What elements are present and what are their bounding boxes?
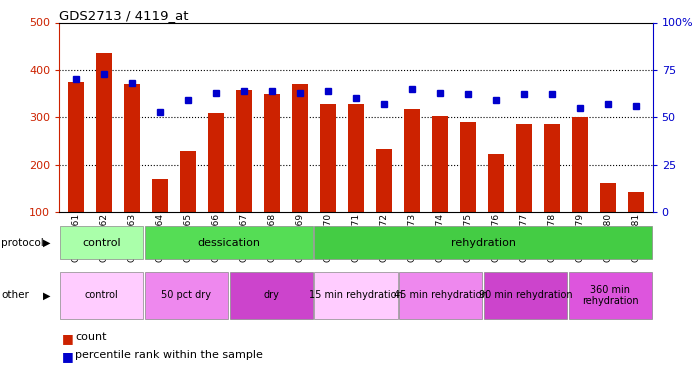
Text: percentile rank within the sample: percentile rank within the sample (75, 350, 263, 360)
Text: GDS2713 / 4119_at: GDS2713 / 4119_at (59, 9, 189, 22)
Bar (314, 226, 652, 259)
Bar (145, 272, 228, 319)
Bar (432, 116, 447, 212)
Bar (320, 104, 336, 212)
Text: 360 min
rehydration: 360 min rehydration (582, 285, 639, 306)
Bar (60, 226, 143, 259)
Bar (600, 183, 616, 212)
Bar (180, 151, 195, 212)
Bar (152, 179, 168, 212)
Bar (569, 272, 652, 319)
Bar (68, 82, 84, 212)
Text: count: count (75, 332, 107, 342)
Bar (209, 113, 224, 212)
Bar (348, 104, 364, 212)
Text: 90 min rehydration: 90 min rehydration (479, 290, 572, 300)
Text: control: control (82, 238, 121, 248)
Bar (265, 94, 280, 212)
Bar (484, 272, 567, 319)
Bar (572, 117, 588, 212)
Bar (460, 122, 475, 212)
Bar (230, 272, 313, 319)
Bar (145, 226, 313, 259)
Bar (544, 124, 560, 212)
Bar (628, 192, 644, 212)
Text: 50 pct dry: 50 pct dry (161, 290, 211, 300)
Bar (399, 272, 482, 319)
Text: dessication: dessication (198, 238, 260, 248)
Text: protocol: protocol (1, 238, 44, 248)
Bar (60, 272, 143, 319)
Text: other: other (1, 290, 29, 300)
Bar (96, 53, 112, 212)
Text: control: control (85, 290, 119, 300)
Bar (404, 109, 419, 212)
Text: dry: dry (263, 290, 279, 300)
Text: ■: ■ (61, 332, 73, 345)
Bar (488, 154, 503, 212)
Bar (292, 84, 308, 212)
Text: ▶: ▶ (43, 290, 50, 300)
Bar (237, 90, 252, 212)
Bar (314, 272, 397, 319)
Bar (517, 124, 532, 212)
Text: ■: ■ (61, 350, 73, 363)
Text: ▶: ▶ (43, 238, 50, 248)
Text: 15 min rehydration: 15 min rehydration (309, 290, 403, 300)
Text: rehydration: rehydration (451, 238, 516, 248)
Bar (124, 84, 140, 212)
Text: 45 min rehydration: 45 min rehydration (394, 290, 488, 300)
Bar (376, 149, 392, 212)
